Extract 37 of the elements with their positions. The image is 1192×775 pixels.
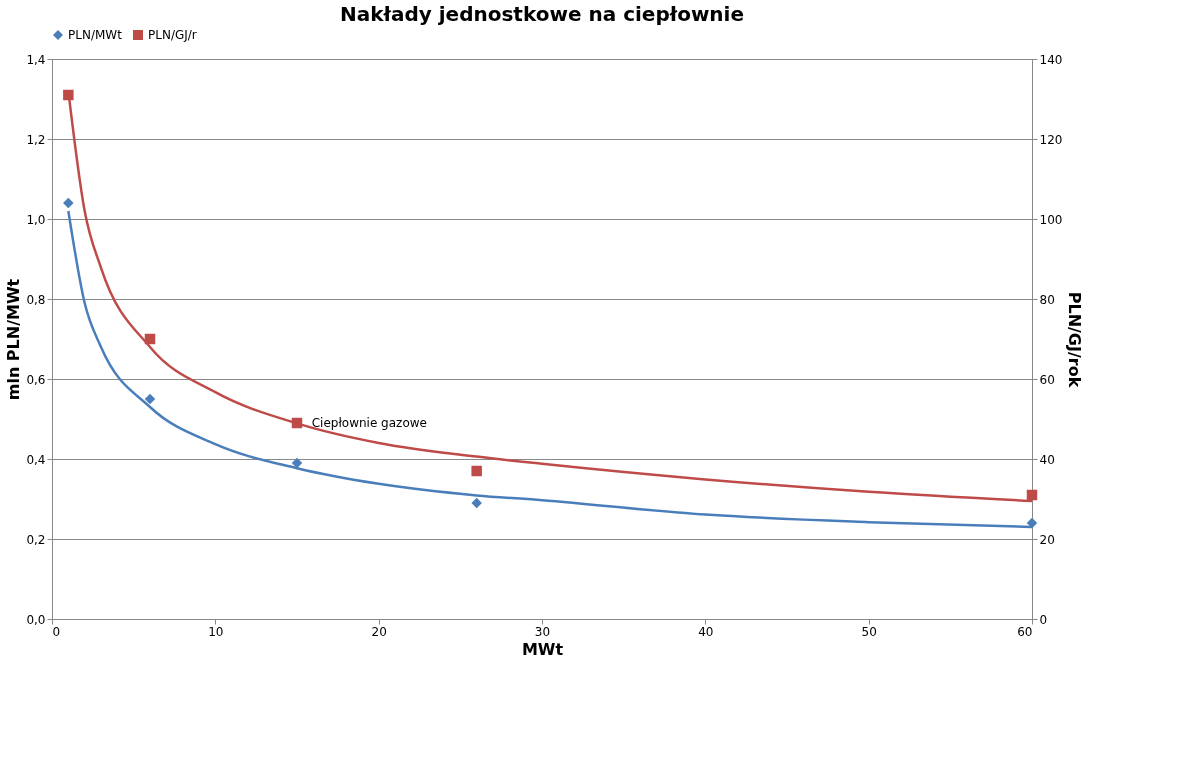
- point: [1026, 489, 1038, 501]
- x-tick-label: 40: [698, 624, 714, 639]
- y-tick-label: 0,0: [26, 612, 46, 627]
- y2-tick-label: 20: [1039, 532, 1055, 547]
- y-tick-label: 0,2: [26, 532, 46, 547]
- point: [291, 457, 303, 469]
- point: [144, 393, 156, 405]
- y2-tick-label: 80: [1039, 292, 1055, 307]
- point: [471, 497, 482, 509]
- point: [471, 465, 482, 477]
- y2-tick-label: 120: [1039, 132, 1063, 147]
- y-tick-label: 0,4: [26, 452, 46, 467]
- point: [1026, 517, 1038, 529]
- x-tick-label: 20: [371, 624, 387, 639]
- y2-tick-label: 40: [1039, 452, 1055, 467]
- x-tick-label: 60: [1017, 624, 1033, 639]
- x-axis-title: MWt: [521, 639, 564, 659]
- y-tick-label: 1,2: [26, 132, 46, 147]
- y-tick-label: 0,8: [26, 292, 46, 307]
- legend-label: PLN/MWt: [68, 28, 123, 42]
- x-tick-label: 10: [208, 624, 224, 639]
- y2-tick-label: 100: [1039, 212, 1063, 227]
- x-tick-label: 30: [534, 624, 551, 639]
- x-tick-label: 0: [52, 624, 61, 639]
- y-tick-label: 0,6: [26, 372, 46, 387]
- y-tick-label: 1,0: [26, 212, 46, 227]
- y2-tick-label: 140: [1039, 52, 1063, 67]
- x-tick-label: 50: [861, 624, 877, 639]
- y-tick-label: 1,4: [26, 52, 46, 67]
- y2-tick-label: 0: [1039, 612, 1048, 627]
- y2-axis-title: PLN/GJ/rok: [1065, 291, 1085, 388]
- legend-label: PLN/GJ/r: [148, 28, 197, 42]
- annotation: Ciepłownie gazowe: [311, 416, 427, 430]
- y2-tick-label: 60: [1039, 372, 1055, 387]
- chart-title: Nakłady jednostkowe na ciepłownie: [339, 2, 745, 26]
- y-axis-title: mln PLN/MWt: [4, 278, 24, 401]
- point: [63, 197, 74, 209]
